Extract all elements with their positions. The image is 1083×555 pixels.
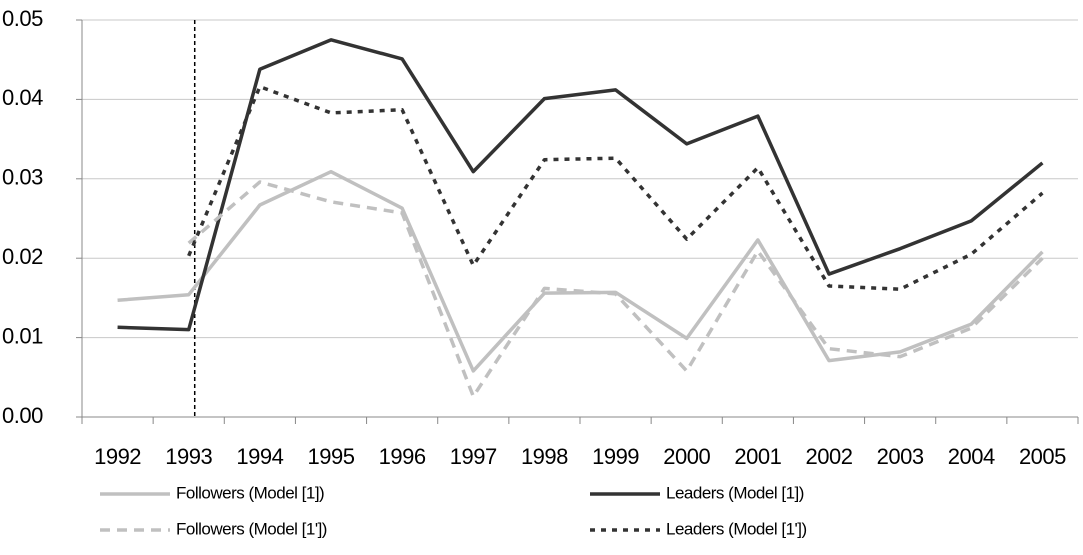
legend-label: Followers (Model [1']) bbox=[176, 519, 327, 538]
x-tick-label: 2001 bbox=[734, 444, 781, 469]
x-tick-label: 2004 bbox=[948, 444, 995, 469]
x-tick-label: 1997 bbox=[450, 444, 497, 469]
y-tick-label: 0.00 bbox=[2, 403, 43, 428]
series-line bbox=[187, 84, 1044, 291]
x-tick-label: 2002 bbox=[806, 444, 853, 469]
x-tick-label: 1998 bbox=[521, 444, 568, 469]
y-tick-label: 0.01 bbox=[2, 323, 43, 348]
x-tick-label: 1999 bbox=[592, 444, 639, 469]
x-tick-label: 2005 bbox=[1019, 444, 1066, 469]
x-tick-label: 2003 bbox=[877, 444, 924, 469]
legend-label: Leaders (Model [1]) bbox=[666, 483, 804, 502]
x-tick-label: 2000 bbox=[663, 444, 710, 469]
series-line bbox=[187, 180, 1044, 399]
legend-label: Followers (Model [1]) bbox=[176, 483, 324, 502]
y-tick-label: 0.05 bbox=[2, 6, 43, 31]
y-tick-label: 0.03 bbox=[2, 165, 43, 190]
y-tick-label: 0.02 bbox=[2, 244, 43, 269]
x-tick-label: 1996 bbox=[379, 444, 426, 469]
x-tick-label: 1994 bbox=[236, 444, 283, 469]
x-tick-label: 1995 bbox=[308, 444, 355, 469]
legend-label: Leaders (Model [1']) bbox=[666, 519, 807, 538]
series-line bbox=[117, 38, 1044, 332]
x-tick-label: 1993 bbox=[165, 444, 212, 469]
y-tick-label: 0.04 bbox=[2, 85, 43, 110]
series-line bbox=[117, 169, 1044, 373]
x-tick-label: 1992 bbox=[94, 444, 141, 469]
